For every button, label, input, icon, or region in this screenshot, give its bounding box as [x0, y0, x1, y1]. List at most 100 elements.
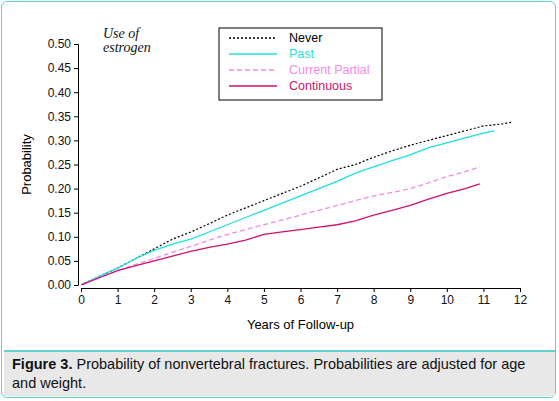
chart: 01234567891011120.000.050.100.150.200.25… [0, 0, 559, 350]
x-axis-line [82, 289, 521, 293]
x-tick: 11 [478, 288, 491, 307]
y-tick-label: 0.20 [48, 182, 72, 196]
x-tick: 8 [371, 288, 378, 307]
x-tick-mark [483, 288, 484, 292]
legend-swatch [229, 69, 277, 70]
legend-swatch [229, 37, 277, 38]
series-line [81, 184, 480, 285]
legend-label: Past [289, 47, 315, 61]
x-tick-mark [374, 288, 375, 292]
y-tick: 0.20 [48, 182, 78, 196]
y-tick-label: 0.25 [48, 158, 72, 172]
legend-label: Never [289, 31, 322, 45]
y-tick-mark [74, 237, 78, 238]
x-tick-mark [410, 288, 411, 292]
x-tick-mark [337, 288, 338, 292]
y-tick: 0.25 [48, 158, 78, 172]
y-axis-line [74, 45, 79, 286]
y-tick-mark [74, 116, 78, 117]
y-tick-label: 0.05 [48, 254, 72, 268]
x-tick: 12 [514, 288, 528, 307]
x-tick: 5 [261, 288, 268, 307]
x-tick-mark [447, 288, 448, 292]
y-tick: 0.35 [48, 110, 78, 124]
x-tick-mark [118, 288, 119, 292]
figure-label: Figure 3. [12, 356, 72, 372]
x-tick: 9 [407, 288, 414, 307]
legend-swatch [229, 85, 277, 86]
y-tick-mark [74, 213, 78, 214]
y-tick: 0.45 [48, 61, 78, 75]
y-tick: 0.05 [48, 254, 78, 268]
y-axis-title: Probability [19, 134, 34, 195]
x-tick-mark [264, 288, 265, 292]
legend-label: Current Partial [289, 63, 370, 77]
x-tick-mark [227, 288, 228, 292]
legend: Never Past Current Partial Continuous [219, 28, 382, 100]
x-tick: 0 [78, 288, 85, 307]
y-tick-label: 0.10 [48, 230, 72, 244]
x-tick-label: 2 [151, 293, 158, 307]
y-tick-label: 0.15 [48, 206, 72, 220]
legend-swatch [229, 53, 277, 54]
x-axis-title: Years of Follow-up [247, 317, 354, 332]
legend-box [219, 28, 382, 100]
y-tick-label: 0.00 [48, 278, 72, 292]
x-tick-label: 10 [441, 293, 455, 307]
y-tick-label: 0.40 [48, 86, 72, 100]
lines [81, 122, 513, 285]
y-tick: 0.30 [48, 134, 78, 148]
y-tick-mark [74, 68, 78, 69]
y-tick-label: 0.35 [48, 110, 72, 124]
y-tick-mark [74, 261, 78, 262]
y-axis: 0.00 0.05 0.10 0.15 0.20 0.25 0.30 0.35 0.40 0.45… [48, 37, 79, 292]
legend-title: Use ofestrogen [103, 26, 151, 55]
x-tick: 3 [188, 288, 195, 307]
y-tick: 0.50 [48, 37, 78, 51]
y-tick-mark [74, 165, 78, 166]
y-tick: 0.40 [48, 86, 78, 100]
x-tick-label: 12 [514, 293, 528, 307]
y-tick-mark [74, 189, 78, 190]
x-tick-label: 0 [78, 293, 85, 307]
x-tick-label: 7 [334, 293, 341, 307]
series-line [81, 167, 480, 285]
plot: 01234567891011120.000.050.100.150.200.25… [19, 26, 527, 332]
x-tick-label: 1 [115, 293, 122, 307]
x-tick-label: 5 [261, 293, 268, 307]
series-line [81, 122, 513, 285]
legend-title-line: Use of [103, 26, 141, 41]
x-tick: 10 [441, 288, 455, 307]
x-tick: 7 [334, 288, 341, 307]
x-tick-label: 9 [407, 293, 414, 307]
x-tick-mark [154, 288, 155, 292]
legend-label: Continuous [289, 79, 352, 93]
y-tick-mark [74, 140, 78, 141]
y-tick-label: 0.45 [48, 61, 72, 75]
y-tick-mark [74, 92, 78, 93]
x-tick: 2 [151, 288, 158, 307]
caption-text: Probability of nonvertebral fractures. P… [12, 356, 525, 391]
x-tick-label: 3 [188, 293, 195, 307]
x-tick-mark [191, 288, 192, 292]
legend-title-line: estrogen [103, 40, 151, 55]
y-tick: 0.10 [48, 230, 78, 244]
caption: Figure 3. Probability of nonvertebral fr… [4, 350, 555, 396]
x-tick-label: 8 [371, 293, 378, 307]
y-tick-mark [74, 285, 78, 286]
x-tick-label: 6 [298, 293, 305, 307]
x-axis: 0123456789101112 [78, 288, 527, 307]
space [72, 356, 76, 372]
x-tick: 1 [115, 288, 122, 307]
y-tick-mark [74, 44, 78, 45]
x-tick-mark [81, 288, 82, 292]
y-tick: 0.00 [48, 278, 78, 292]
y-tick-label: 0.50 [48, 37, 72, 51]
x-tick-mark [520, 288, 521, 292]
x-tick: 6 [298, 288, 305, 307]
y-tick-label: 0.30 [48, 134, 72, 148]
x-tick-label: 11 [478, 293, 491, 307]
x-tick: 4 [224, 288, 231, 307]
series-line [81, 131, 494, 285]
x-tick-mark [301, 288, 302, 292]
